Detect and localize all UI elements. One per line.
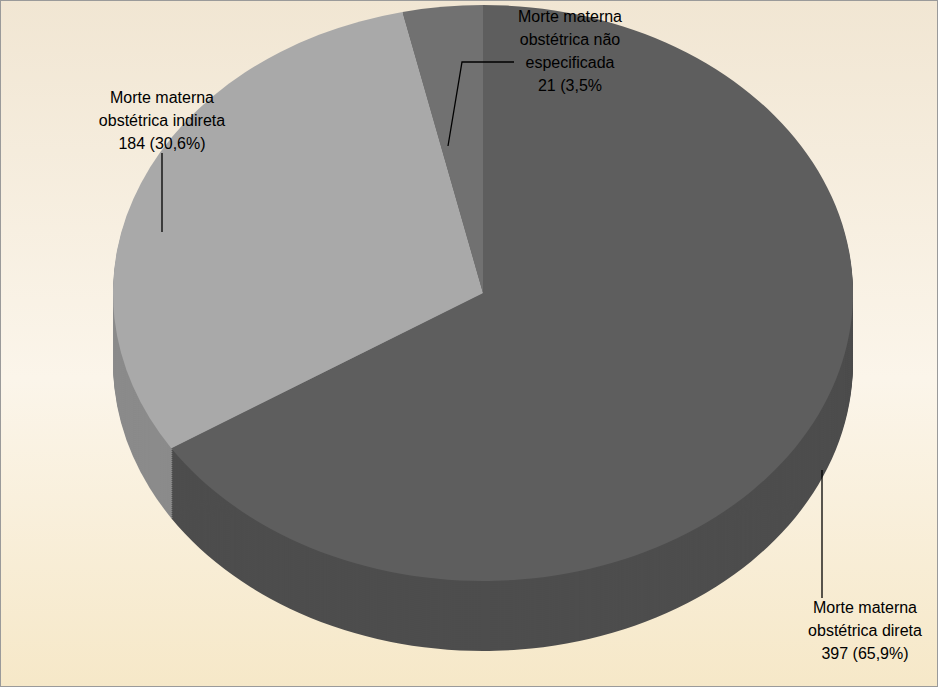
chart: Morte maternaobstétrica direta 397 (65,9%… bbox=[0, 0, 938, 687]
background bbox=[1, 1, 938, 687]
labels: Morte maternaobstétrica direta 397 (65,9%… bbox=[99, 8, 922, 662]
data-label: 21 (3,5% bbox=[538, 77, 602, 94]
category-label: Morte maternaobstétrica direta bbox=[808, 599, 922, 639]
slice-label: Morte maternaobstétrica nãoespecificada 2… bbox=[518, 8, 622, 94]
leader-line bbox=[821, 470, 822, 598]
category-label: Morte maternaobstétrica nãoespecificada bbox=[518, 8, 622, 71]
slice-label: Morte maternaobstétrica indireta 184 (30,… bbox=[99, 89, 225, 152]
slice bbox=[403, 5, 483, 293]
pie-top bbox=[113, 5, 853, 581]
data-label: 397 (65,9%) bbox=[821, 645, 908, 662]
pie bbox=[113, 5, 853, 651]
leader-line bbox=[161, 153, 162, 232]
slice-label: Morte maternaobstétrica direta 397 (65,9%… bbox=[808, 599, 922, 662]
data-label: 184 (30,6%) bbox=[118, 135, 205, 152]
leader-line bbox=[448, 62, 514, 146]
category-label: Morte maternaobstétrica indireta bbox=[99, 89, 225, 129]
